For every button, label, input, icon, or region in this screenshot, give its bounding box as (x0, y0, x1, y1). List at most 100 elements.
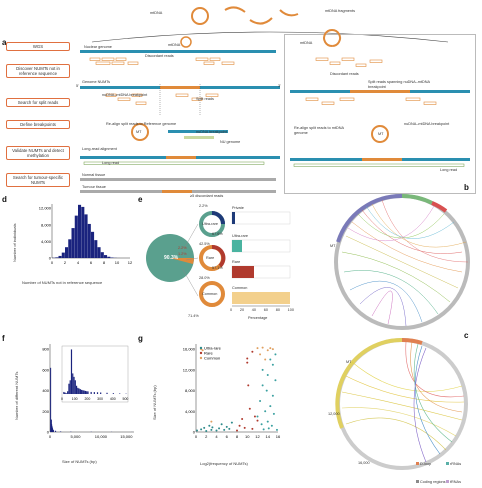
histogram-bar (75, 216, 78, 258)
scatter-point (247, 384, 249, 386)
scatter-point (268, 427, 270, 429)
scatter-point (210, 421, 212, 423)
scatter-point (259, 400, 261, 402)
y-tick-label: 16,000 (183, 347, 196, 352)
histogram-bar (60, 431, 61, 432)
scatter-point (263, 428, 265, 430)
y-tick-label: 8,000 (41, 222, 52, 227)
panel-b-mt-label: MT (330, 244, 335, 249)
inset-bar (113, 393, 114, 394)
inset-bar (71, 349, 72, 394)
inset-x-tick: 300 (97, 397, 103, 401)
mtdna-label: mtDNA (150, 11, 162, 16)
scatter-point (218, 427, 220, 429)
histogram-bar (62, 253, 65, 258)
inset-bar (75, 380, 76, 394)
inset-bar (65, 393, 66, 394)
y-tick-label: 4,000 (185, 409, 196, 414)
inset-bar (79, 389, 80, 394)
histogram-bar (101, 252, 104, 258)
inset-bar (100, 392, 101, 394)
ring-ultra-top: 2.2% (199, 204, 208, 209)
normal-tissue-label: Normal tissue (82, 173, 105, 178)
x-tick-label: 10 (245, 434, 250, 439)
three-prime-label: 3' (278, 84, 281, 89)
histogram-bar (78, 205, 81, 258)
inset-bar (80, 389, 81, 394)
scatter-point (223, 429, 225, 431)
nu-mt-breakpoint-right-label: nuDNA–mtDNA breakpoint (404, 122, 454, 127)
tumour-tissue-label: Tumour tissue (82, 185, 106, 190)
bar-ultra-label: Ultra-rare (232, 234, 248, 239)
step-wgs: WGS (6, 42, 70, 51)
discordant-reads-label: Discordant reads (145, 54, 174, 59)
inset-bar (77, 388, 78, 394)
scatter-point (261, 423, 263, 425)
scatter-point (239, 425, 241, 427)
bar-common-label: Common (232, 286, 247, 291)
panel-g-ylabel: Size of NUMTs (bp) (152, 385, 157, 420)
histogram-bar (88, 224, 91, 258)
x-tick-label: 14 (266, 434, 271, 439)
panel-c-tick-16000: 16,000 (358, 461, 370, 466)
ring-common-bottom: 71.4% (188, 314, 199, 319)
nu-mt-breakpoint-label: nuDNA–mtDNA breakpoint (102, 93, 147, 98)
inset-x-tick: 400 (110, 397, 116, 401)
legend-marker (200, 352, 202, 354)
legend-dloop: D-loop (416, 462, 446, 467)
x-tick-label: 5,000 (70, 434, 81, 439)
y-tick-label: 12,000 (39, 206, 52, 211)
scatter-point (196, 429, 198, 431)
x-tick-label: 12 (255, 434, 260, 439)
step-validate: Validate NUMTs and detect methylation (6, 146, 70, 160)
inset-bar (66, 393, 67, 394)
histogram-bar (68, 239, 71, 258)
histogram-bar (104, 255, 107, 258)
x-tick-label: 10,000 (95, 434, 108, 439)
five-prime-label: 5' (76, 84, 79, 89)
scatter-point (272, 364, 274, 366)
inset-bar (85, 391, 86, 394)
ring-common-name: Common (202, 292, 217, 297)
long-read-right-label: Long read (440, 168, 457, 173)
step-breakpoints: Define breakpoints (6, 120, 70, 129)
panel-d-label: d (2, 195, 7, 204)
scatter-point (210, 429, 212, 431)
legend-label: Common (204, 356, 220, 361)
scatter-point (236, 429, 238, 431)
scatter-point (231, 422, 233, 424)
inset-bar (73, 377, 74, 394)
scatter-point (276, 429, 278, 431)
inset-bar (68, 384, 69, 394)
scatter-point (269, 347, 271, 349)
scatter-point (208, 425, 210, 427)
mtdna-right-label: mtDNA (300, 41, 312, 46)
scatter-point (249, 408, 251, 410)
scatter-point (267, 374, 269, 376)
ring-rare-bottom: 57.1% (212, 266, 223, 271)
panel-f-ylabel: Number of different NUMTs (14, 372, 19, 420)
bar-tick: 20 (240, 308, 244, 313)
inset-bar (70, 380, 71, 394)
scatter-point (257, 415, 259, 417)
histogram-bar (107, 257, 110, 258)
discordant-reads-right-label: Discordant reads (330, 72, 359, 77)
x-tick-label: 15,000 (120, 434, 133, 439)
panel-a-schematic (76, 36, 282, 196)
inset-bar (91, 392, 92, 394)
pie-split-2: 1.2% (178, 252, 187, 257)
pie-split-1: 2.2% (178, 246, 187, 251)
legend-coding-label: Coding regions (420, 480, 446, 484)
panel-f-xlabel: Size of NUMTs (bp) (62, 459, 97, 464)
long-read-alignment-label: Long-read alignment (82, 147, 117, 152)
mtdna-fragments-label: mtDNA fragments (325, 9, 355, 14)
inset-bar (84, 391, 85, 394)
scatter-point (205, 430, 207, 432)
scatter-point (251, 351, 253, 353)
panel-d-xlabel: Number of NUMTs not in reference sequenc… (22, 280, 102, 285)
bar-tick: 100 (288, 308, 294, 313)
scatter-point (262, 347, 264, 349)
